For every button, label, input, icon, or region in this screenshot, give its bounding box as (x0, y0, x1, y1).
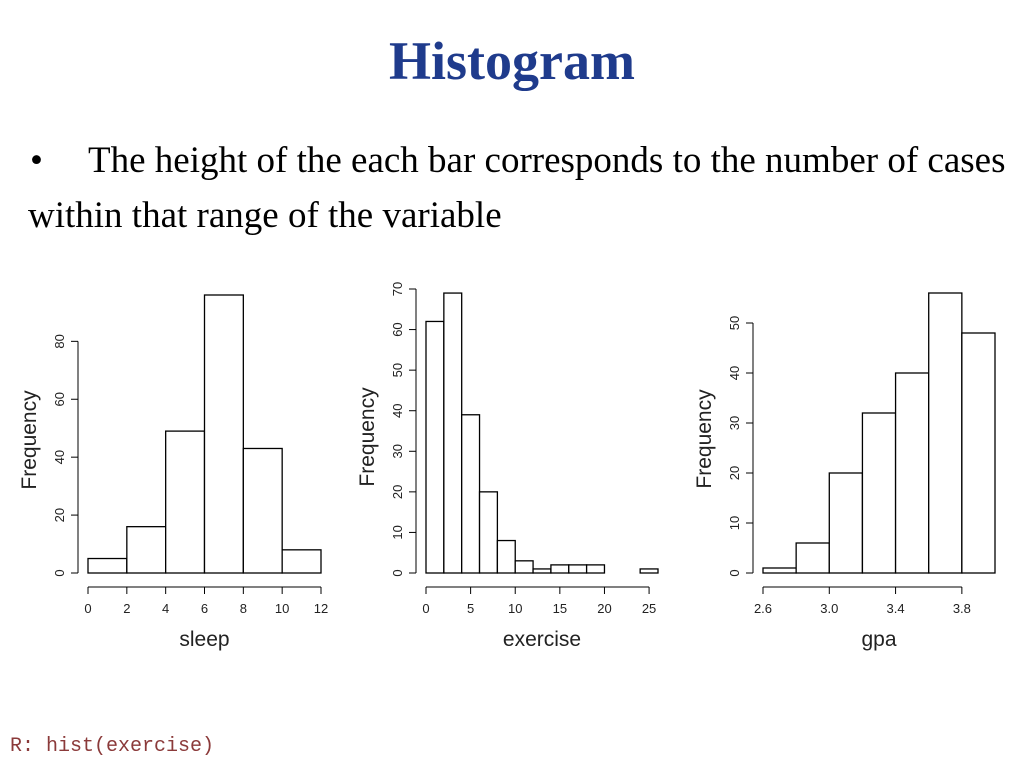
x-tick-label: 2 (123, 601, 130, 616)
x-tick-label: 2.6 (754, 601, 772, 616)
x-tick-label: 3.4 (887, 601, 905, 616)
histogram-bar (281, 549, 322, 574)
x-tick-label: 10 (508, 601, 522, 616)
histogram-bar (203, 294, 244, 574)
y-tick-label: 10 (390, 525, 405, 539)
x-tick-label: 25 (642, 601, 656, 616)
y-tick-label: 40 (390, 403, 405, 417)
bullet-marker: • (30, 140, 43, 181)
x-axis-label: sleep (179, 628, 229, 651)
histogram-bar (87, 557, 128, 574)
x-tick-label: 3.8 (953, 601, 971, 616)
x-tick-label: 5 (467, 601, 474, 616)
x-tick-label: 3.0 (820, 601, 838, 616)
x-tick-label: 4 (162, 601, 169, 616)
y-tick-label: 50 (727, 316, 742, 330)
y-tick-label: 60 (390, 322, 405, 336)
y-tick-label: 20 (727, 466, 742, 480)
histogram-bar (894, 372, 930, 574)
x-axis-label: exercise (503, 628, 581, 651)
y-tick-label: 50 (390, 363, 405, 377)
histogram-bar (532, 568, 552, 574)
y-tick-label: 10 (727, 516, 742, 530)
x-tick-label: 20 (597, 601, 611, 616)
y-tick-label: 70 (390, 282, 405, 296)
histogram-bar (961, 332, 996, 574)
y-tick-label: 30 (727, 416, 742, 430)
histogram-bar (126, 526, 167, 574)
slide-title: Histogram (389, 31, 635, 91)
histogram-bar (550, 564, 570, 574)
histogram-bar (496, 539, 516, 574)
histogram-bar (478, 491, 499, 574)
y-tick-label: 20 (52, 508, 67, 522)
x-tick-label: 0 (84, 601, 91, 616)
y-axis-label: Frequency (356, 387, 379, 487)
y-tick-label: 80 (52, 334, 67, 348)
histogram-bar (461, 414, 481, 574)
y-tick-label: 60 (52, 392, 67, 406)
histogram-bar (861, 412, 897, 574)
bullet-text: The height of the each bar corresponds t… (28, 140, 1006, 236)
y-tick-label: 0 (52, 569, 67, 576)
histogram-bar (425, 320, 445, 574)
histogram-bar (165, 430, 206, 574)
histogram-bar (828, 472, 864, 574)
x-tick-label: 10 (275, 601, 289, 616)
x-tick-label: 8 (240, 601, 247, 616)
histogram-bar (514, 560, 534, 574)
x-tick-label: 15 (553, 601, 567, 616)
y-tick-label: 0 (390, 569, 405, 576)
y-axis-label: Frequency (693, 389, 716, 489)
histogram-bar (928, 292, 963, 574)
y-tick-label: 0 (727, 569, 742, 576)
histogram-bar (585, 564, 606, 574)
histogram-bar (242, 447, 283, 574)
y-axis-label: Frequency (18, 390, 41, 490)
y-tick-label: 40 (52, 450, 67, 464)
y-tick-label: 40 (727, 366, 742, 380)
histogram-bar (568, 564, 588, 574)
x-tick-label: 0 (422, 601, 429, 616)
x-tick-label: 6 (201, 601, 208, 616)
x-tick-label: 12 (314, 601, 328, 616)
histogram-bar (762, 567, 797, 574)
y-tick-label: 30 (390, 444, 405, 458)
histogram-bar (795, 542, 830, 574)
y-tick-label: 20 (390, 485, 405, 499)
x-axis-label: gpa (861, 628, 896, 651)
footer-code: R: hist(exercise) (10, 735, 215, 758)
histogram-bar (639, 568, 659, 574)
histogram-bar (443, 292, 463, 574)
